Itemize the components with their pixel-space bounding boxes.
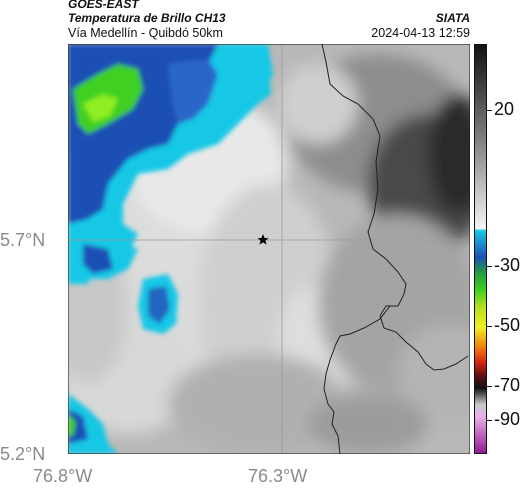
agency-label: SIATA xyxy=(435,11,470,25)
product-variable-title: Temperatura de Brillo CH13 xyxy=(68,11,226,25)
colorbar-tick-mark xyxy=(487,386,492,387)
x-tick-label: 76.8°W xyxy=(33,466,93,486)
colorbar-tick-label: -90 xyxy=(494,409,521,429)
colorbar-tick-mark xyxy=(487,266,492,267)
y-tick-label: 5.7°N xyxy=(0,230,46,250)
department-border xyxy=(321,44,469,371)
colorbar-tick-label: -70 xyxy=(494,375,521,395)
department-border-south xyxy=(323,305,391,454)
colorbar-tick-label: -30 xyxy=(494,255,521,275)
timestamp-label: 2024-04-13 12:59 xyxy=(371,26,470,40)
colorbar-tick-mark xyxy=(487,110,492,111)
product-satellite-title: GOES-EAST xyxy=(68,0,139,11)
y-tick-label: 5.2°N xyxy=(0,444,46,464)
colorbar-tick-label: -50 xyxy=(494,315,521,335)
star-marker[interactable] xyxy=(257,234,269,245)
map-panel[interactable] xyxy=(68,44,470,454)
satellite-map[interactable] xyxy=(68,44,470,454)
temperature-colorbar xyxy=(474,44,487,454)
region-subtitle: Vía Medellín - Quibdó 50km xyxy=(68,26,223,40)
colorbar-tick-mark xyxy=(487,326,492,327)
x-tick-label: 76.3°W xyxy=(248,466,308,486)
cold-cloud-region xyxy=(68,44,273,454)
colorbar-tick-label: 20 xyxy=(494,99,515,119)
colorbar-tick-mark xyxy=(487,420,492,421)
